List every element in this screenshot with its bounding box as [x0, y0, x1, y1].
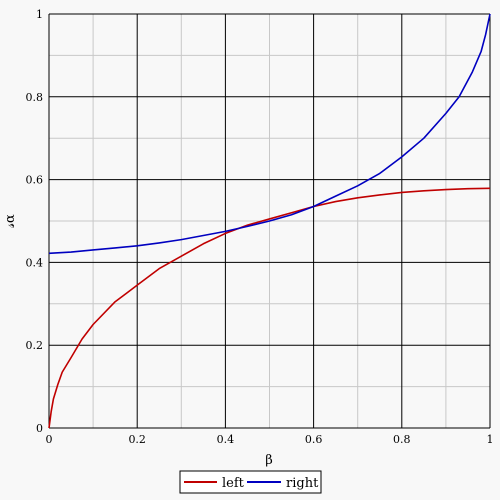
- legend-label-right: right: [286, 476, 319, 491]
- y-tick-label: 0.2: [26, 339, 44, 352]
- y-axis-label: 𝓈α: [3, 214, 18, 228]
- legend: left right: [179, 470, 322, 494]
- legend-label-left: left: [222, 476, 245, 491]
- series-line-right: [48, 13, 491, 255]
- x-tick-label: 1: [487, 433, 494, 446]
- series-line-left: [48, 187, 491, 429]
- y-tick-label: 0.8: [26, 91, 44, 104]
- major-grid: [49, 13, 491, 428]
- x-tick-label: 0: [46, 433, 53, 446]
- tick-labels: 0 0.2 0.4 0.6 0.8 1 0 0.2 0.4 0.6 0.8 1: [26, 8, 494, 446]
- x-tick-label: 0.8: [393, 433, 411, 446]
- y-tick-label: 1: [36, 8, 43, 21]
- y-tick-label: 0.4: [26, 256, 44, 269]
- x-tick-label: 0.6: [305, 433, 323, 446]
- y-tick-label: 0: [36, 422, 43, 435]
- x-tick-label: 0.2: [128, 433, 146, 446]
- y-tick-label: 0.6: [26, 174, 44, 187]
- x-axis-label: β: [265, 453, 273, 468]
- x-tick-label: 0.4: [217, 433, 235, 446]
- series-layer: [48, 13, 491, 429]
- axes: [48, 14, 490, 429]
